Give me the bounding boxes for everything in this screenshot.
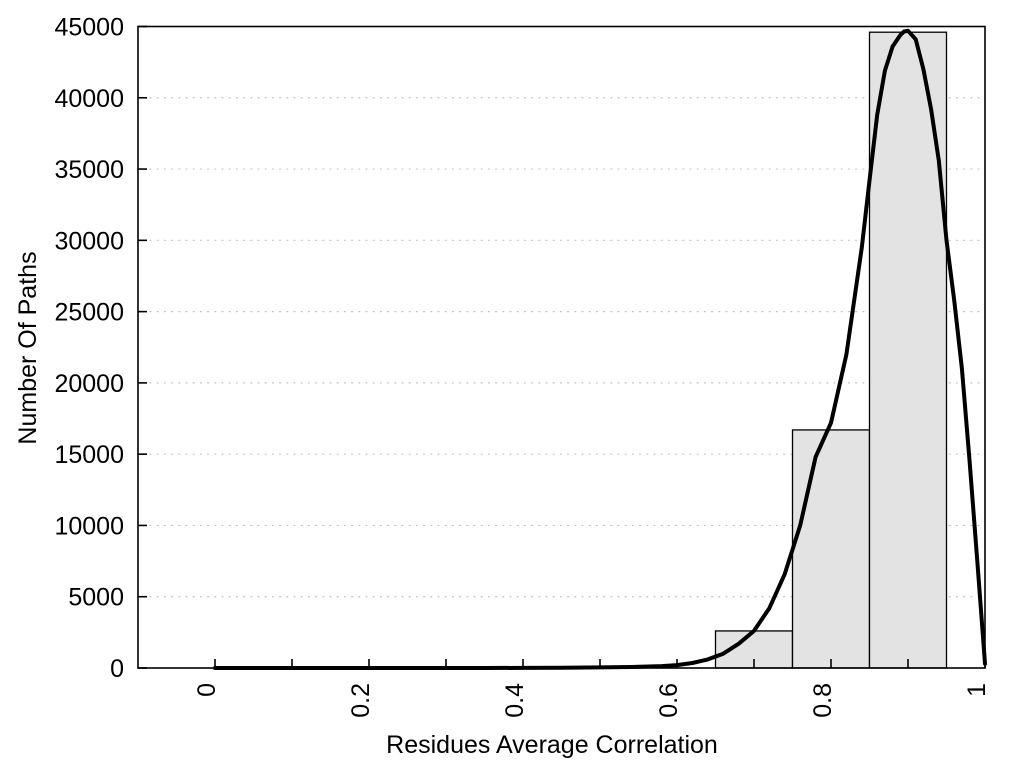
x-tick-label: 1 (963, 683, 991, 697)
x-tick-label: 0.4 (501, 683, 529, 718)
x-tick-label: 0 (193, 683, 221, 697)
x-axis-title: Residues Average Correlation (386, 731, 718, 759)
y-axis-title: Number Of Paths (14, 251, 42, 444)
histogram-bar (791, 429, 871, 669)
y-tick-label: 30000 (54, 227, 124, 255)
y-tick-label: 5000 (68, 584, 124, 612)
y-tick-label: 40000 (54, 85, 124, 113)
plot-layers: 0 5000 10000 15000 20000 25000 30000 35000 40000… (54, 14, 991, 718)
y-tick-label: 20000 (54, 370, 124, 398)
y-tick-label: 0 (110, 655, 124, 683)
x-tick-label: 0.6 (655, 683, 683, 718)
y-tick-label: 10000 (54, 512, 124, 540)
y-tick-label: 45000 (54, 14, 124, 42)
x-tick-label: 0.8 (809, 683, 837, 718)
y-tick-label: 35000 (54, 156, 124, 184)
x-tick-label: 0.2 (347, 683, 375, 718)
y-tick-label: 25000 (54, 299, 124, 327)
density-curve (213, 28, 987, 670)
y-tick-label: 15000 (54, 441, 124, 469)
